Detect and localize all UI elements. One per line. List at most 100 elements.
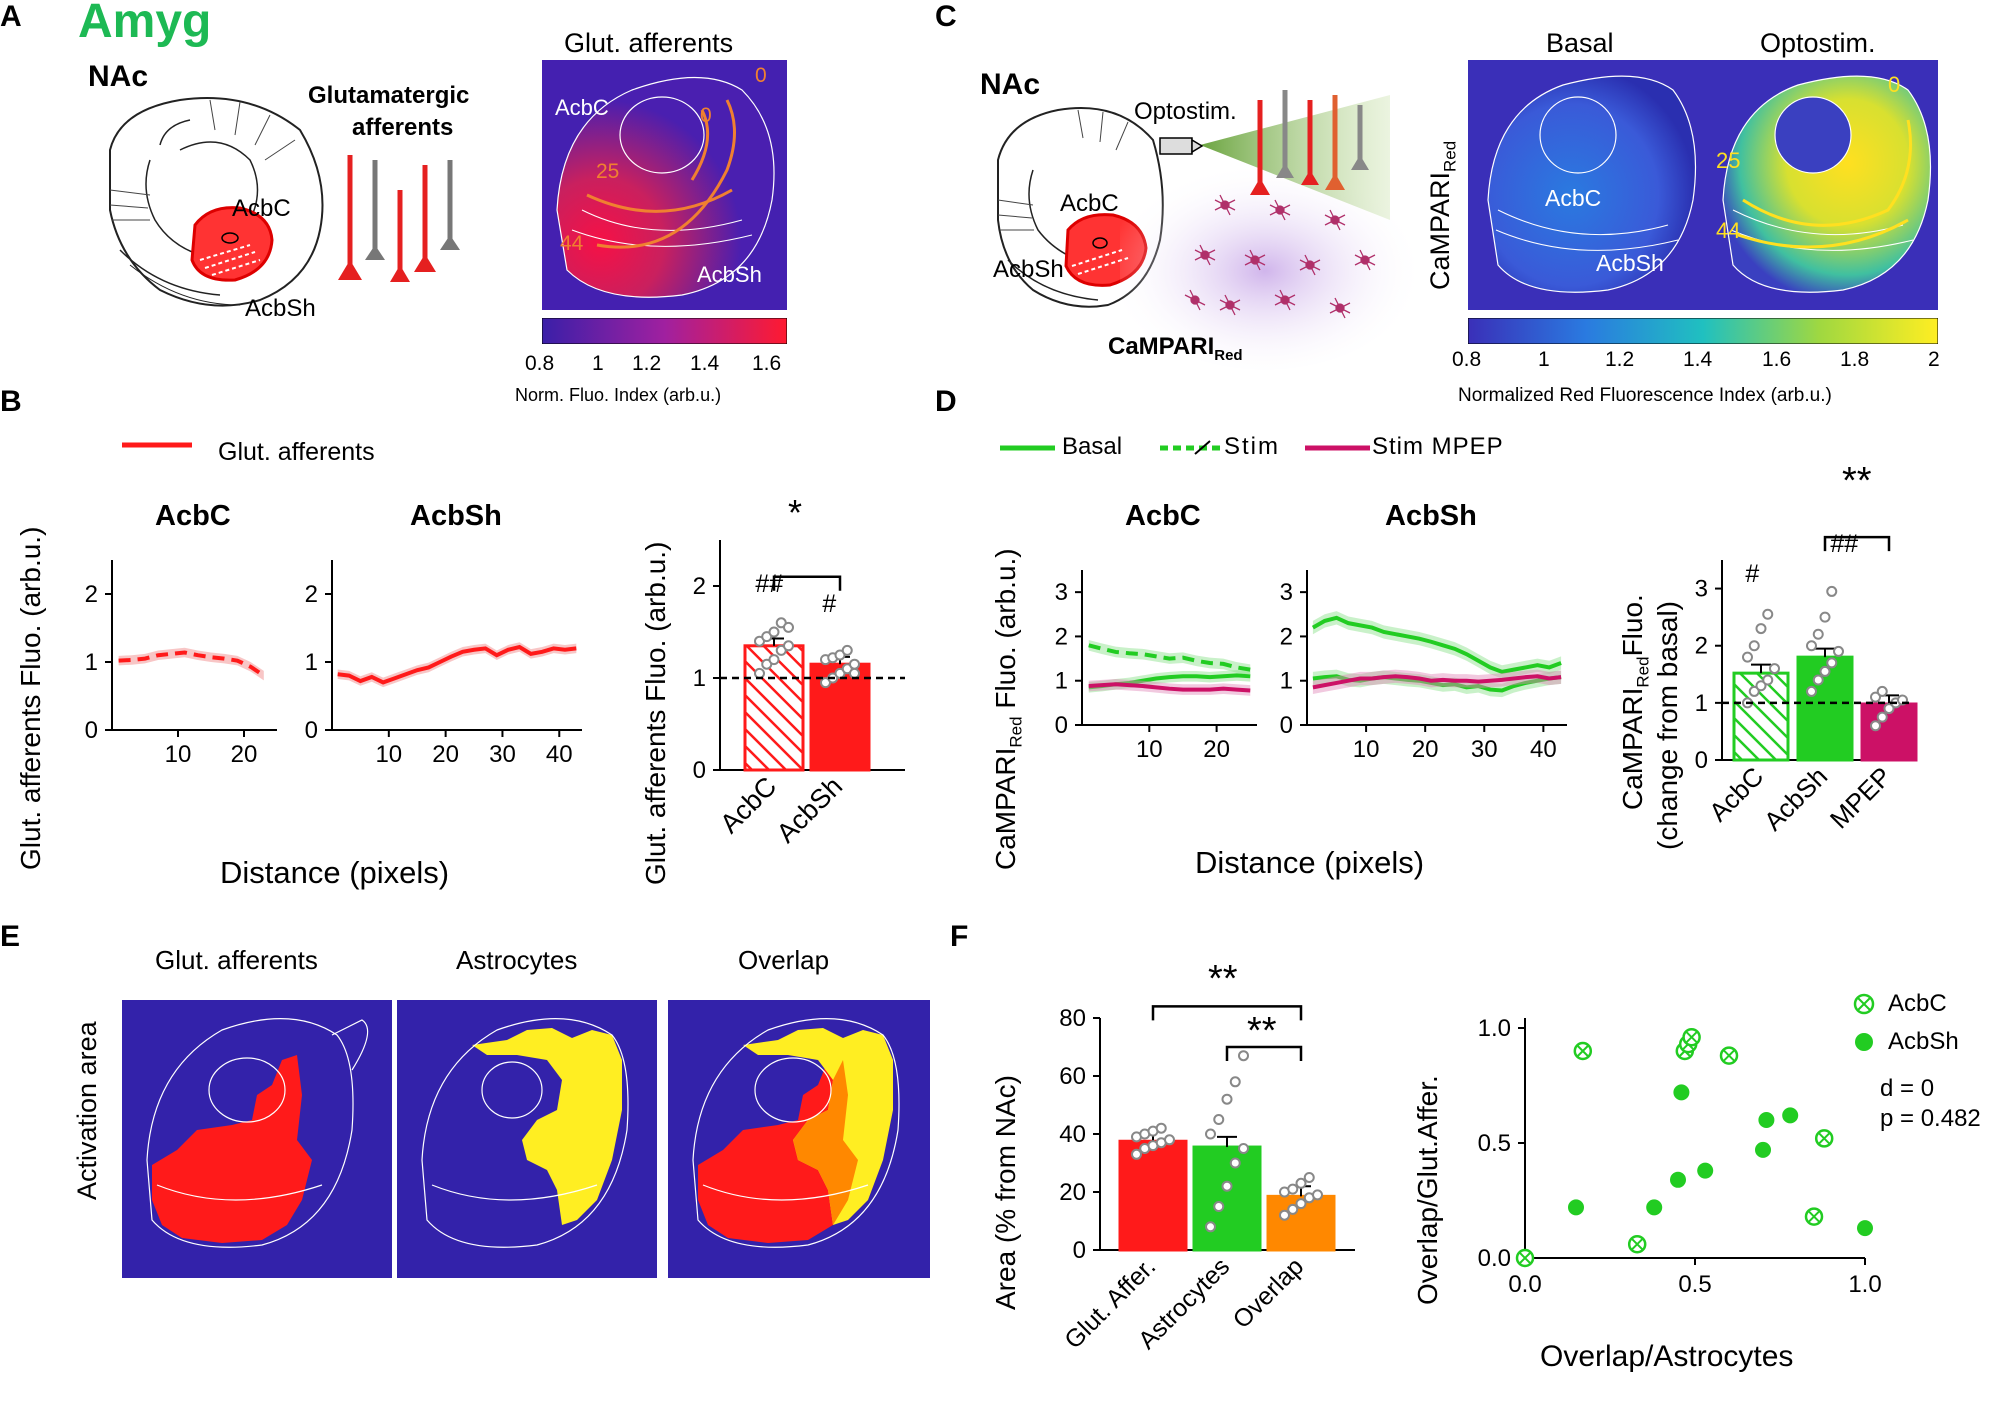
data-point <box>1826 657 1838 669</box>
legend-mpep-d: Stim MPEP <box>1372 433 1504 460</box>
neuron-icons-a <box>338 155 460 282</box>
legend-text-b: Glut. afferents <box>218 438 375 466</box>
data-point <box>783 621 794 633</box>
x-tick-label: 0.0 <box>1508 1271 1541 1298</box>
afferents-label-1: Glutamatergic <box>308 82 470 109</box>
data-point <box>1748 685 1760 697</box>
data-point <box>1883 703 1895 715</box>
data-point <box>1287 1183 1299 1195</box>
title-core-b: AcbC <box>155 500 231 532</box>
x-tick-label: 40 <box>546 741 573 768</box>
series-line-glut.-afferents <box>337 644 577 685</box>
bar-astrocytes <box>1192 1145 1262 1252</box>
nac-label-c: NAc <box>980 68 1041 101</box>
amyg-title: Amyg <box>78 0 212 48</box>
data-point <box>1312 1189 1323 1201</box>
data-point <box>1238 1050 1249 1062</box>
data-point <box>1279 1209 1290 1221</box>
series-line-stim <box>1311 615 1562 674</box>
panel-letter-f: F <box>950 920 969 953</box>
nac-label-a: NAc <box>88 60 149 93</box>
ylabel-d: CaMPARIRed Fluo. (arb.u.) <box>990 548 1026 870</box>
panel-letter-e: E <box>0 920 21 953</box>
atlas-core-label-c: AcbC <box>1060 190 1119 217</box>
title-shell-d: AcbSh <box>1385 500 1477 532</box>
y-tick-label: 1 <box>85 649 98 676</box>
series-line-stim-mpep <box>1312 674 1562 690</box>
data-point <box>1742 651 1753 663</box>
f-legend-markers <box>1853 993 1875 1051</box>
cbar-c-tick-3: 1.4 <box>1683 348 1713 371</box>
cbar-a-tick-3: 1.4 <box>690 352 720 375</box>
y-tick-label: 1 <box>693 665 706 692</box>
sig-bracket <box>772 575 842 591</box>
x-tick-label: 20 <box>231 741 258 768</box>
y-tick-label: 1.0 <box>1478 1015 1511 1042</box>
data-point <box>1221 1093 1233 1105</box>
cbar-a-tick-2: 1.2 <box>632 352 662 375</box>
series-line-glut.-afferents <box>118 650 265 678</box>
atlas-shell-label-a: AcbSh <box>245 295 316 322</box>
x-tick-label: 20 <box>1203 736 1230 763</box>
y-tick-label: 1 <box>305 649 318 676</box>
y-tick-label: 60 <box>1059 1063 1086 1090</box>
data-point <box>841 644 853 656</box>
data-point <box>1833 645 1844 657</box>
data-point <box>1205 1221 1216 1233</box>
data-point <box>754 667 765 679</box>
y-tick-label: 1 <box>1280 668 1293 695</box>
x-tick-label: 10 <box>1353 736 1380 763</box>
x-tick-label: 20 <box>1412 736 1439 763</box>
y-tick-label: 20 <box>1059 1179 1086 1206</box>
panel-letter-d: D <box>935 385 957 418</box>
data-point <box>1762 608 1774 620</box>
data-point <box>1819 611 1831 623</box>
data-point <box>1213 1201 1225 1212</box>
cbar-c-tick-2: 1.2 <box>1605 348 1635 371</box>
map-mark-25: 25 <box>596 160 620 183</box>
error-band-glut.-afferents <box>337 642 577 688</box>
series-line-stim <box>1088 643 1251 672</box>
x-tick-label: 10 <box>375 741 402 768</box>
y-tick-label: 0 <box>85 717 98 744</box>
data-point <box>1213 1114 1225 1125</box>
y-tick-label: 3 <box>1055 579 1068 606</box>
chart-f-scatter: 0.0 0.5 1.0 0.0 0.5 1.0 <box>1478 1015 1882 1298</box>
sig-bracket-2 <box>1225 1045 1303 1061</box>
point-acbsh <box>1673 1084 1690 1101</box>
map-title-a: Glut. afferents <box>564 28 734 58</box>
f-stat-d: d = 0 <box>1880 1075 1935 1102</box>
e-title-glut: Glut. afferents <box>155 945 318 975</box>
x-tick-label: 10 <box>1136 736 1163 763</box>
data-point <box>1819 665 1831 677</box>
legend-stim-d: Stim <box>1224 433 1280 460</box>
y-tick-label: 0 <box>1695 747 1708 774</box>
data-point <box>1748 640 1760 652</box>
y-tick-label: 0.0 <box>1478 1245 1511 1272</box>
point-acbc-cross <box>1519 1252 1531 1264</box>
point-acbsh <box>1755 1141 1771 1158</box>
cbar-a-tick-1: 1 <box>592 352 604 375</box>
map-shell-label-a: AcbSh <box>697 262 762 287</box>
data-point <box>1876 685 1888 697</box>
legend-lines-d <box>1000 440 1370 455</box>
colorbar-c <box>1468 318 1938 344</box>
error-band-glut.-afferents <box>118 647 264 681</box>
chart-d-shell: 0 1 2 3 10 20 30 40 <box>1280 570 1567 763</box>
title-core-d: AcbC <box>1125 500 1201 532</box>
legend-line-b <box>122 442 192 448</box>
y-tick-label: 3 <box>1695 576 1708 603</box>
data-point <box>1762 674 1774 686</box>
y-tick-label: 80 <box>1059 1005 1086 1032</box>
sig-b: * <box>788 492 803 533</box>
panel-letter-c: C <box>935 0 957 33</box>
map-mark-0a: 0 <box>755 64 767 87</box>
f-sig-2: ** <box>1247 1010 1277 1052</box>
f-legend-acbsh: AcbSh <box>1888 1028 1959 1055</box>
cbar-a-label: Norm. Fluo. Index (arb.u.) <box>515 385 722 405</box>
y-tick-label: 2 <box>693 573 706 600</box>
data-point <box>1870 720 1881 732</box>
y-tick-label: 40 <box>1059 1121 1086 1148</box>
cbar-c-tick-6: 2 <box>1928 348 1940 371</box>
